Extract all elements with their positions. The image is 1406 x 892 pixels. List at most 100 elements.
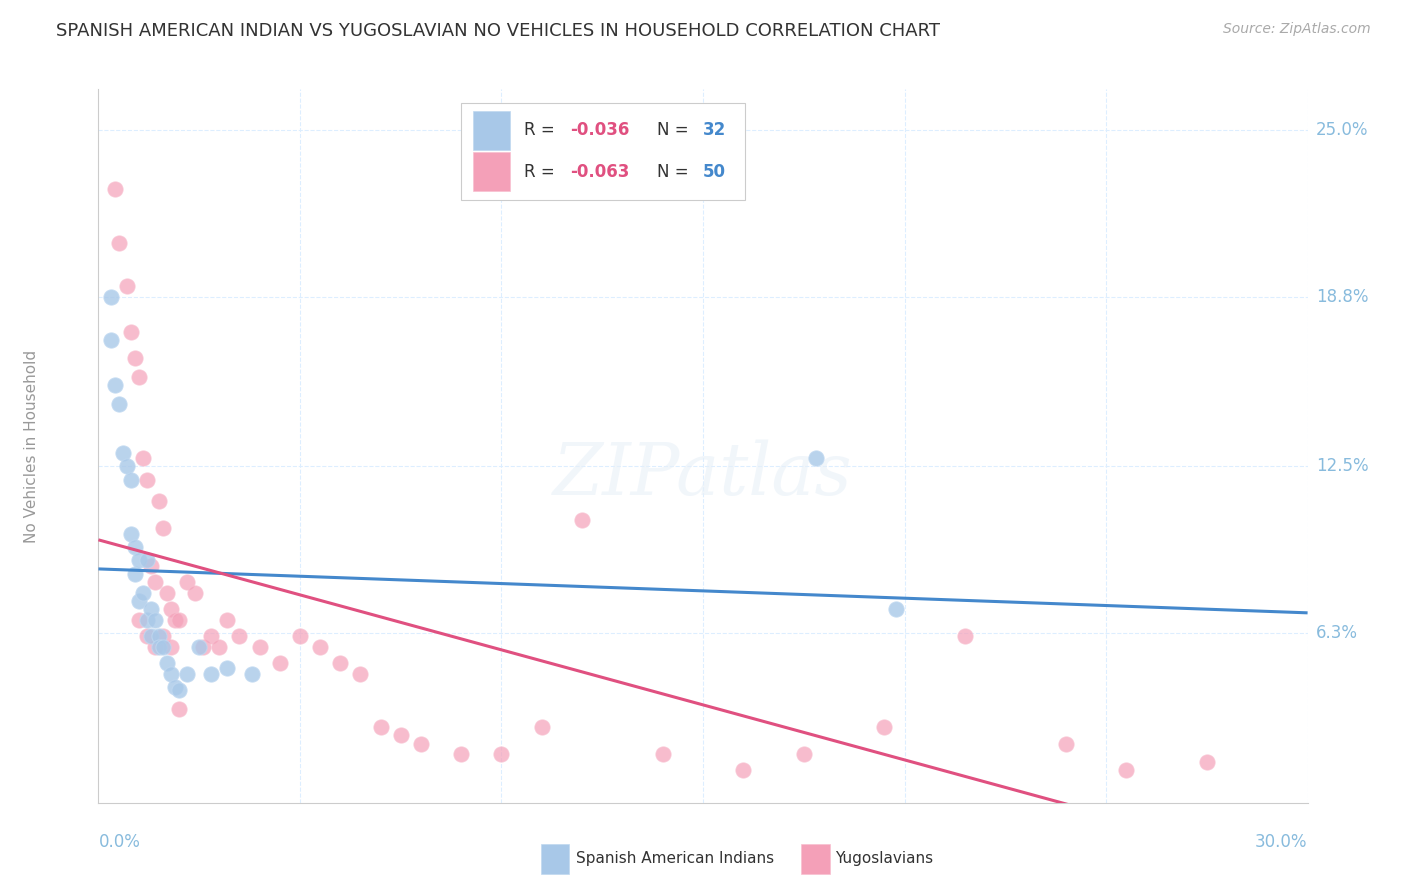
Text: 30.0%: 30.0%	[1256, 833, 1308, 851]
Point	[135, 629, 157, 643]
Point	[200, 629, 222, 643]
Point	[200, 666, 222, 681]
FancyBboxPatch shape	[461, 103, 745, 200]
Point	[193, 640, 215, 654]
Text: 18.8%: 18.8%	[1316, 287, 1368, 306]
Text: Spanish American Indians: Spanish American Indians	[576, 852, 775, 866]
Point	[152, 640, 174, 654]
Point	[135, 553, 157, 567]
Point	[135, 473, 157, 487]
Point	[128, 370, 150, 384]
Point	[1054, 737, 1077, 751]
Point	[163, 680, 186, 694]
Text: Yugoslavians: Yugoslavians	[835, 852, 934, 866]
Point	[208, 640, 231, 654]
Point	[148, 494, 170, 508]
Point	[128, 553, 150, 567]
Point	[491, 747, 513, 762]
Point	[103, 378, 125, 392]
Point	[120, 325, 142, 339]
Point	[143, 613, 166, 627]
Text: N =: N =	[657, 121, 695, 139]
Point	[107, 397, 129, 411]
Point	[409, 737, 432, 751]
Point	[349, 666, 371, 681]
Text: Source: ZipAtlas.com: Source: ZipAtlas.com	[1223, 22, 1371, 37]
Point	[163, 613, 186, 627]
Point	[228, 629, 250, 643]
Point	[309, 640, 332, 654]
Point	[120, 526, 142, 541]
Point	[135, 613, 157, 627]
Point	[160, 666, 183, 681]
Text: SPANISH AMERICAN INDIAN VS YUGOSLAVIAN NO VEHICLES IN HOUSEHOLD CORRELATION CHAR: SPANISH AMERICAN INDIAN VS YUGOSLAVIAN N…	[56, 22, 941, 40]
Point	[217, 613, 239, 627]
Point	[152, 629, 174, 643]
Point	[329, 656, 352, 670]
Point	[156, 586, 179, 600]
Text: No Vehicles in Household: No Vehicles in Household	[24, 350, 39, 542]
Point	[148, 629, 170, 643]
Point	[389, 729, 412, 743]
Text: N =: N =	[657, 162, 695, 180]
Point	[115, 459, 138, 474]
Point	[143, 574, 166, 589]
Point	[530, 720, 553, 734]
Point	[100, 289, 122, 303]
Text: 0.0%: 0.0%	[98, 833, 141, 851]
Point	[139, 602, 162, 616]
Text: -0.063: -0.063	[569, 162, 630, 180]
Point	[1195, 756, 1218, 770]
Point	[288, 629, 311, 643]
Point	[176, 574, 198, 589]
Point	[128, 613, 150, 627]
Point	[804, 451, 827, 466]
Point	[450, 747, 472, 762]
Point	[167, 701, 190, 715]
Text: 50: 50	[703, 162, 725, 180]
Point	[103, 182, 125, 196]
Text: R =: R =	[524, 121, 560, 139]
Point	[143, 640, 166, 654]
Text: 12.5%: 12.5%	[1316, 458, 1368, 475]
Point	[873, 720, 896, 734]
Point	[111, 446, 134, 460]
Point	[571, 513, 593, 527]
Point	[188, 640, 211, 654]
Text: 6.3%: 6.3%	[1316, 624, 1358, 642]
Point	[184, 586, 207, 600]
Point	[176, 666, 198, 681]
Bar	[474, 152, 509, 191]
Text: R =: R =	[524, 162, 560, 180]
Point	[651, 747, 673, 762]
Point	[120, 473, 142, 487]
Point	[167, 682, 190, 697]
Point	[240, 666, 263, 681]
Point	[132, 451, 155, 466]
Point	[249, 640, 271, 654]
Point	[370, 720, 392, 734]
Point	[128, 594, 150, 608]
Point	[124, 566, 146, 581]
Point	[886, 602, 908, 616]
Point	[160, 602, 183, 616]
Point	[156, 656, 179, 670]
Point	[139, 558, 162, 573]
Bar	[474, 111, 509, 150]
Point	[115, 278, 138, 293]
Point	[148, 640, 170, 654]
Point	[953, 629, 976, 643]
Point	[124, 351, 146, 366]
Point	[167, 613, 190, 627]
Point	[269, 656, 291, 670]
Point	[152, 521, 174, 535]
Point	[107, 235, 129, 250]
Text: 32: 32	[703, 121, 727, 139]
Point	[1115, 764, 1137, 778]
Point	[793, 747, 815, 762]
Text: -0.036: -0.036	[569, 121, 630, 139]
Point	[733, 764, 755, 778]
Text: 25.0%: 25.0%	[1316, 120, 1368, 138]
Text: ZIPatlas: ZIPatlas	[553, 439, 853, 510]
Point	[124, 540, 146, 554]
